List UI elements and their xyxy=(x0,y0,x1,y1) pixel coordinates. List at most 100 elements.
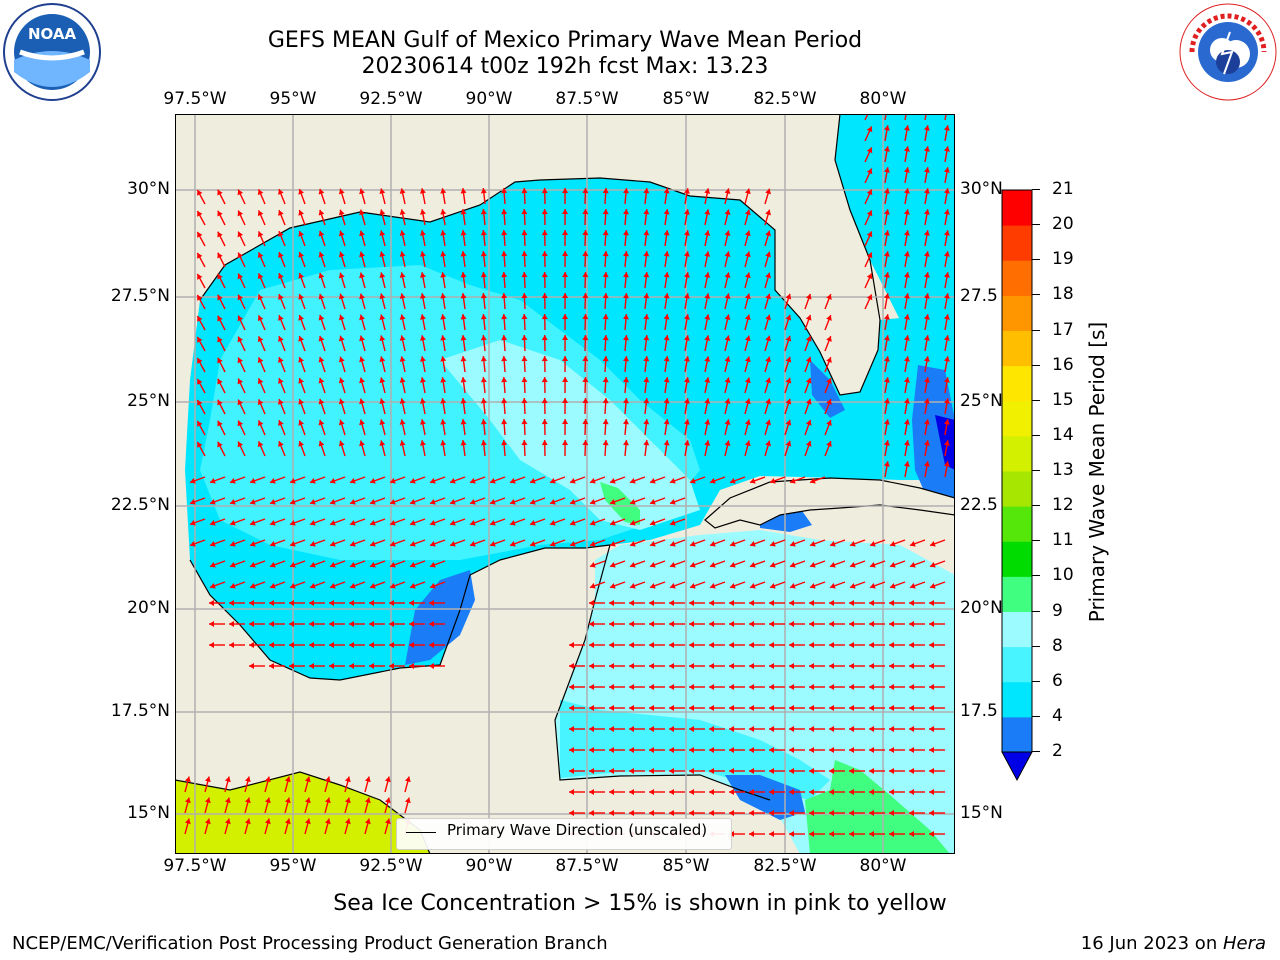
wave-arrow-head xyxy=(903,209,910,215)
wave-arrow-head xyxy=(929,582,936,589)
wave-arrow-head xyxy=(623,272,629,278)
wave-arrow-head xyxy=(389,582,396,589)
wave-arrow-head xyxy=(629,726,634,732)
wave-arrow-head xyxy=(237,441,244,448)
colorbar-segment xyxy=(1002,681,1032,718)
wave-arrow-head xyxy=(419,377,426,383)
colorbar-extend-arrow xyxy=(1001,751,1033,782)
wave-arrow-head xyxy=(501,335,508,341)
wave-arrow-head xyxy=(379,272,386,279)
wave-arrow-head xyxy=(683,419,690,425)
wave-arrow-head xyxy=(204,797,211,804)
wave-arrow-head xyxy=(329,498,336,505)
wave-arrow-head xyxy=(829,684,834,690)
wave-arrow-head xyxy=(689,684,694,690)
wave-arrow-head xyxy=(304,776,311,783)
wave-arrow-head xyxy=(909,789,914,795)
wave-arrow-head xyxy=(869,561,876,568)
wave-arrow-head xyxy=(589,789,594,795)
colorbar-tick-label: 6 xyxy=(1052,670,1063,691)
wave-arrow-head xyxy=(521,230,528,236)
wave-arrow-head xyxy=(683,440,690,446)
wave-arrow-head xyxy=(562,419,569,425)
wave-arrow-head xyxy=(669,747,674,753)
wave-arrow-head xyxy=(866,210,873,217)
wave-arrow-head xyxy=(389,519,396,526)
lon-label-top: 85°W xyxy=(662,89,710,109)
wave-arrow-head xyxy=(460,293,467,299)
wave-arrow-head xyxy=(943,314,950,320)
wave-arrow-head xyxy=(562,272,569,278)
wave-arrow-head xyxy=(943,167,950,173)
wave-arrow-head xyxy=(866,273,873,280)
wave-arrow-head xyxy=(359,251,365,258)
wave-arrow-head xyxy=(562,398,569,404)
wave-arrow-head xyxy=(229,477,236,484)
wave-arrow-head xyxy=(765,272,771,279)
wave-arrow-head xyxy=(589,477,596,484)
wave-arrow-head xyxy=(709,684,714,690)
wave-arrow xyxy=(904,114,907,121)
wave-arrow-head xyxy=(480,440,487,446)
colorbar-tick-mark xyxy=(1032,505,1040,507)
wave-arrow-head xyxy=(909,768,914,774)
wave-arrow-head xyxy=(704,314,711,320)
wave-arrow-head xyxy=(429,621,434,627)
wave-arrow-head xyxy=(278,252,284,258)
wave-arrow-head xyxy=(338,293,345,300)
wave-arrow-head xyxy=(826,420,832,426)
campeche-shelf-dark xyxy=(405,570,475,665)
wave-arrow-head xyxy=(709,621,714,627)
wave-arrow-head xyxy=(789,768,794,774)
wave-arrow-head xyxy=(289,621,294,627)
wave-arrow-head xyxy=(404,776,411,783)
wave-arrow-head xyxy=(399,251,406,257)
wave-arrow-head xyxy=(229,582,236,589)
wave-arrow-head xyxy=(704,419,711,425)
wave-arrow-head xyxy=(289,642,294,648)
wave-arrow-head xyxy=(369,600,374,606)
wave-arrow-head xyxy=(249,477,256,484)
wave-arrow-head xyxy=(589,621,594,627)
wave-arrow-head xyxy=(501,440,508,446)
wave-arrow-head xyxy=(399,188,406,194)
colorbar-tick-label: 13 xyxy=(1052,460,1074,480)
wave-arrow-head xyxy=(943,125,950,131)
wave-arrow-head xyxy=(229,498,236,505)
wave-arrow-head xyxy=(489,519,496,526)
wave-arrow-head xyxy=(724,209,731,215)
wave-arrow-head xyxy=(269,600,274,606)
wave-arrow-head xyxy=(709,705,714,711)
wave-arrow-head xyxy=(744,419,751,426)
wave-arrow-head xyxy=(943,419,950,425)
wave-arrow-head xyxy=(704,356,711,362)
wave-arrow-head xyxy=(663,188,670,194)
wave-arrow-head xyxy=(197,189,203,196)
wave-arrow-head xyxy=(209,498,216,505)
wave-arrow-head xyxy=(237,357,244,364)
wave-arrow-head xyxy=(809,726,814,732)
wave-arrow-head xyxy=(805,377,812,384)
wave-arrow-head xyxy=(923,272,930,278)
wave-arrow-head xyxy=(709,663,714,669)
wave-arrow-head xyxy=(669,621,674,627)
wave-arrow-head xyxy=(501,293,508,299)
wave-arrow-head xyxy=(629,498,636,505)
wave-arrow-head xyxy=(338,419,345,426)
wave-arrow-head xyxy=(689,705,694,711)
wave-arrow-head xyxy=(269,477,276,484)
wave-arrow-head xyxy=(883,293,890,299)
wave-arrow-head xyxy=(562,293,569,299)
wave-arrow-head xyxy=(903,314,910,320)
wave-arrow-head xyxy=(669,561,676,568)
wave-arrow-head xyxy=(629,477,636,484)
wave-arrow-head xyxy=(409,519,416,526)
wave-arrow-head xyxy=(729,600,734,606)
wave-arrow-head xyxy=(344,818,351,825)
wave-arrow xyxy=(864,114,869,121)
wave-arrow-head xyxy=(669,477,676,484)
colorbar-tick-mark xyxy=(1032,259,1040,261)
colorbar-segment xyxy=(1002,190,1032,226)
colorbar-tick-mark xyxy=(1032,540,1040,542)
colorbar-segment xyxy=(1002,611,1032,648)
